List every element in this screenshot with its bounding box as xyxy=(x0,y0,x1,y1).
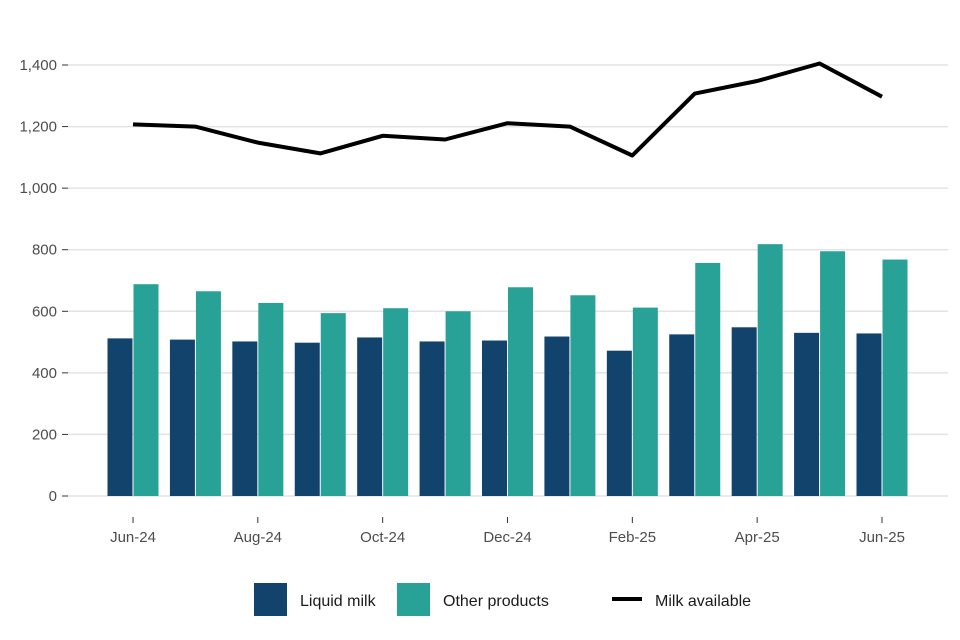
bar-other-products xyxy=(882,259,908,496)
x-tick-label: Jun-25 xyxy=(859,529,905,546)
bar-other-products xyxy=(383,308,409,496)
legend-label-liquid-milk: Liquid milk xyxy=(300,593,377,610)
bar-other-products xyxy=(445,311,471,496)
y-tick-label: 800 xyxy=(32,242,57,259)
bar-liquid-milk xyxy=(482,340,507,496)
y-tick-label: 200 xyxy=(32,426,57,443)
y-tick-label: 400 xyxy=(32,365,57,382)
bar-other-products xyxy=(570,295,596,496)
bar-liquid-milk xyxy=(419,341,445,496)
bar-other-products xyxy=(508,287,533,496)
legend-label-milk-available: Milk available xyxy=(655,593,751,610)
bars xyxy=(107,244,908,496)
legend: Liquid milk Other products Milk availabl… xyxy=(254,583,751,616)
bar-liquid-milk xyxy=(107,338,133,496)
x-tick-label: Aug-24 xyxy=(234,529,282,546)
bar-liquid-milk xyxy=(544,336,570,496)
bar-other-products xyxy=(820,251,846,496)
y-tick-label: 1,200 xyxy=(19,119,57,136)
legend-label-other-products: Other products xyxy=(443,593,549,610)
bar-liquid-milk xyxy=(606,350,632,496)
bar-liquid-milk xyxy=(357,337,383,496)
bar-liquid-milk xyxy=(856,333,882,496)
bar-other-products xyxy=(258,302,284,496)
x-tick-label: Feb-25 xyxy=(609,529,657,546)
bar-other-products xyxy=(757,244,783,496)
x-tick-label: Dec-24 xyxy=(483,529,531,546)
x-tick-label: Oct-24 xyxy=(360,529,405,546)
y-tick-label: 600 xyxy=(32,303,57,320)
bar-liquid-milk xyxy=(232,341,258,496)
legend-swatch-other-products xyxy=(397,583,430,616)
bar-liquid-milk xyxy=(294,342,320,496)
bar-other-products xyxy=(195,291,221,496)
bar-other-products xyxy=(133,284,159,496)
bar-liquid-milk xyxy=(731,327,757,496)
bar-liquid-milk xyxy=(169,339,195,496)
bar-liquid-milk xyxy=(669,334,695,496)
bar-other-products xyxy=(632,307,658,496)
bar-other-products xyxy=(695,262,721,496)
milk-available-line-layer xyxy=(132,61,883,158)
bar-liquid-milk xyxy=(794,332,820,496)
milk-available-line xyxy=(132,61,883,158)
y-axis: 0 200 400 600 800 1,000 1,200 1,400 xyxy=(19,57,68,505)
x-tick-label: Jun-24 xyxy=(110,529,156,546)
legend-swatch-liquid-milk xyxy=(254,583,287,616)
bar-other-products xyxy=(320,313,346,496)
x-axis: Jun-24 Aug-24 Oct-24 Dec-24 Feb-25 Apr-25 Jun-… xyxy=(110,517,905,546)
x-tick-label: Apr-25 xyxy=(735,529,780,546)
y-tick-label: 0 xyxy=(49,488,57,505)
y-tick-label: 1,000 xyxy=(19,180,57,197)
y-tick-label: 1,400 xyxy=(19,57,57,74)
